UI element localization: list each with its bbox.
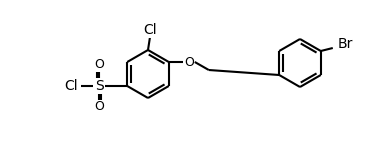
Text: Br: Br <box>338 37 354 51</box>
Text: O: O <box>94 100 104 114</box>
Text: O: O <box>184 56 194 69</box>
Text: O: O <box>94 58 104 72</box>
Text: Cl: Cl <box>64 79 78 93</box>
Text: S: S <box>95 79 104 93</box>
Text: Cl: Cl <box>143 23 157 37</box>
